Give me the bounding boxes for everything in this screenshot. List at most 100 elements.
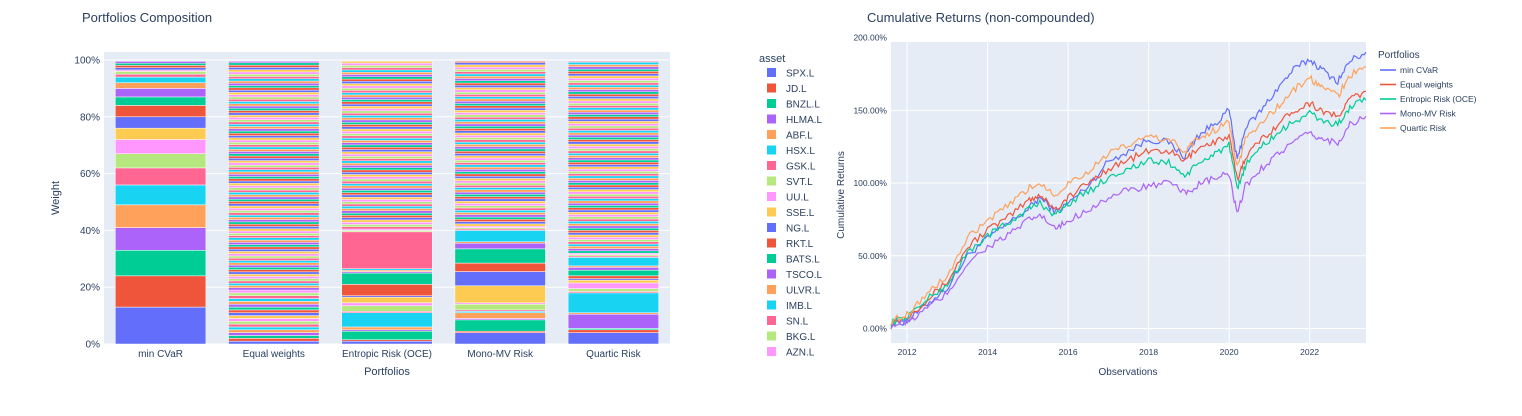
bar-segment[interactable]: [228, 171, 320, 175]
bar-segment[interactable]: [567, 121, 659, 124]
bar-segment[interactable]: [341, 135, 433, 139]
bar-segment[interactable]: [228, 176, 320, 179]
legend-swatch[interactable]: [767, 145, 776, 155]
bar-segment[interactable]: [341, 181, 433, 184]
bar-segment[interactable]: [341, 153, 433, 157]
bar-segment[interactable]: [454, 242, 546, 250]
legend-swatch[interactable]: [767, 347, 776, 356]
bar-segment[interactable]: [115, 69, 207, 72]
legend-item-label[interactable]: BNZL.L: [786, 100, 820, 111]
bar-segment[interactable]: [228, 103, 320, 107]
legend-item-label[interactable]: Equal weights: [1400, 80, 1453, 90]
bar-segment[interactable]: [228, 71, 320, 75]
bar-segment[interactable]: [454, 146, 546, 150]
legend-swatch[interactable]: [767, 192, 776, 201]
bar-segment[interactable]: [454, 132, 546, 136]
bar-segment[interactable]: [341, 81, 433, 84]
legend-item-label[interactable]: min CVaR: [1400, 65, 1438, 75]
bar-segment[interactable]: [341, 83, 433, 87]
bar-segment[interactable]: [567, 98, 659, 102]
bar-segment[interactable]: [454, 78, 546, 81]
bar-segment[interactable]: [228, 301, 320, 305]
bar-segment[interactable]: [228, 80, 320, 84]
bar-segment[interactable]: [228, 110, 320, 114]
bar-segment[interactable]: [341, 158, 433, 162]
bar-segment[interactable]: [567, 196, 659, 199]
bar-segment[interactable]: [228, 137, 320, 141]
bar-segment[interactable]: [567, 134, 659, 138]
bar-segment[interactable]: [454, 116, 546, 120]
bar-segment[interactable]: [228, 230, 320, 234]
legend-swatch[interactable]: [767, 300, 776, 310]
bar-segment[interactable]: [228, 233, 320, 236]
bar-segment[interactable]: [567, 171, 659, 174]
bar-segment[interactable]: [341, 167, 433, 171]
bar-segment[interactable]: [567, 75, 659, 79]
bar-segment[interactable]: [567, 275, 659, 279]
bar-segment[interactable]: [454, 94, 546, 97]
bar-segment[interactable]: [341, 228, 433, 231]
bar-segment[interactable]: [341, 169, 433, 173]
bar-segment[interactable]: [228, 217, 320, 220]
legend-item-label[interactable]: HLMA.L: [786, 115, 823, 126]
bar-segment[interactable]: [228, 258, 320, 261]
bar-segment[interactable]: [567, 212, 659, 215]
bar-segment[interactable]: [115, 167, 207, 186]
bar-segment[interactable]: [567, 87, 659, 90]
bar-segment[interactable]: [454, 110, 546, 113]
bar-segment[interactable]: [567, 292, 659, 314]
bar-segment[interactable]: [567, 112, 659, 115]
legend-item-label[interactable]: UU.L: [786, 193, 809, 204]
bar-segment[interactable]: [454, 69, 546, 72]
bar-segment[interactable]: [228, 85, 320, 89]
bar-segment[interactable]: [228, 135, 320, 139]
bar-segment[interactable]: [454, 112, 546, 116]
bar-segment[interactable]: [341, 128, 433, 132]
bar-segment[interactable]: [228, 208, 320, 211]
bar-segment[interactable]: [454, 73, 546, 77]
bar-segment[interactable]: [115, 184, 207, 206]
legend-item-label[interactable]: BATS.L: [786, 255, 820, 266]
bar-segment[interactable]: [228, 239, 320, 243]
bar-segment[interactable]: [454, 82, 546, 86]
bar-segment[interactable]: [454, 130, 546, 134]
bar-segment[interactable]: [228, 167, 320, 170]
bar-segment[interactable]: [228, 306, 320, 311]
bar-segment[interactable]: [567, 93, 659, 97]
bar-segment[interactable]: [228, 194, 320, 198]
bar-segment[interactable]: [454, 148, 546, 152]
bar-segment[interactable]: [341, 69, 433, 73]
bar-segment[interactable]: [567, 148, 659, 152]
bar-segment[interactable]: [228, 173, 320, 177]
bar-segment[interactable]: [567, 232, 659, 236]
bar-segment[interactable]: [228, 133, 320, 136]
bar-segment[interactable]: [567, 89, 659, 93]
legend-swatch[interactable]: [767, 176, 776, 186]
bar-segment[interactable]: [454, 119, 546, 122]
bar-segment[interactable]: [567, 243, 659, 247]
legend-swatch[interactable]: [767, 316, 776, 325]
bar-segment[interactable]: [341, 62, 433, 66]
bar-segment[interactable]: [454, 91, 546, 95]
bar-segment[interactable]: [454, 155, 546, 159]
legend-item-label[interactable]: Quartic Risk: [1400, 123, 1447, 133]
bar-segment[interactable]: [341, 219, 433, 223]
bar-segment[interactable]: [341, 210, 433, 214]
bar-segment[interactable]: [567, 102, 659, 106]
bar-segment[interactable]: [228, 287, 320, 291]
bar-segment[interactable]: [228, 332, 320, 336]
bar-segment[interactable]: [228, 183, 320, 186]
bar-segment[interactable]: [454, 319, 546, 332]
legend-swatch[interactable]: [767, 99, 776, 108]
bar-segment[interactable]: [567, 241, 659, 245]
bar-segment[interactable]: [341, 226, 433, 230]
bar-segment[interactable]: [567, 105, 659, 108]
bar-segment[interactable]: [228, 146, 320, 150]
bar-segment[interactable]: [454, 75, 546, 79]
bar-segment[interactable]: [228, 312, 320, 316]
bar-segment[interactable]: [567, 80, 659, 83]
bar-segment[interactable]: [454, 87, 546, 91]
bar-segment[interactable]: [228, 280, 320, 284]
bar-segment[interactable]: [454, 182, 546, 186]
bar-segment[interactable]: [341, 126, 433, 130]
